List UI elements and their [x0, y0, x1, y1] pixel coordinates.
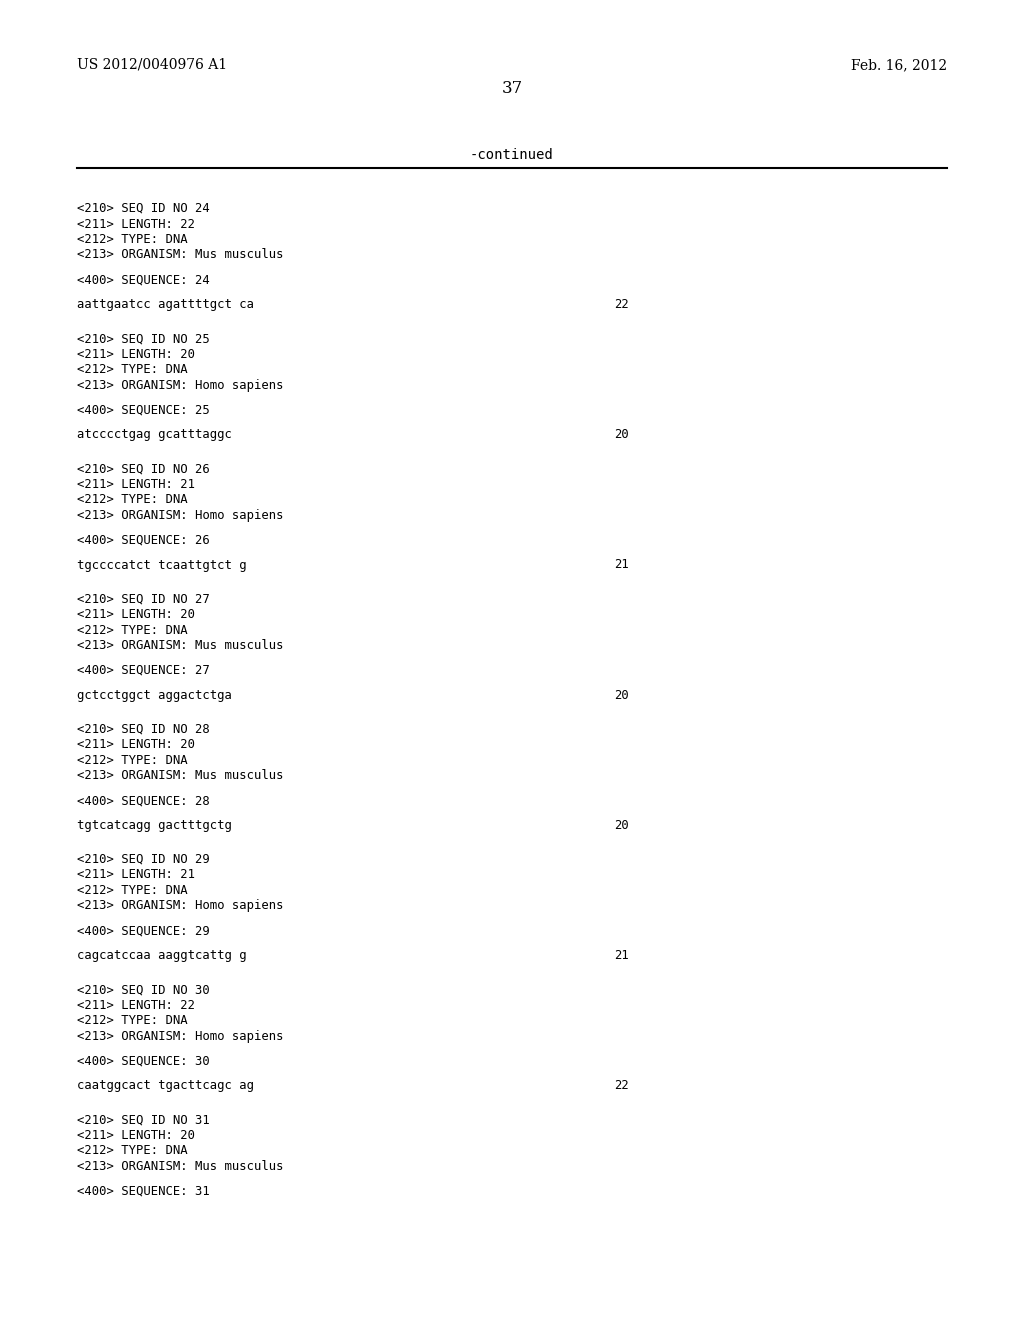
Text: <212> TYPE: DNA: <212> TYPE: DNA	[77, 884, 187, 898]
Text: <210> SEQ ID NO 28: <210> SEQ ID NO 28	[77, 723, 210, 735]
Text: <400> SEQUENCE: 29: <400> SEQUENCE: 29	[77, 924, 210, 937]
Text: <212> TYPE: DNA: <212> TYPE: DNA	[77, 623, 187, 636]
Text: <400> SEQUENCE: 27: <400> SEQUENCE: 27	[77, 664, 210, 677]
Text: 20: 20	[614, 818, 629, 832]
Text: <212> TYPE: DNA: <212> TYPE: DNA	[77, 494, 187, 507]
Text: <213> ORGANISM: Mus musculus: <213> ORGANISM: Mus musculus	[77, 639, 284, 652]
Text: 22: 22	[614, 298, 629, 312]
Text: <400> SEQUENCE: 30: <400> SEQUENCE: 30	[77, 1055, 210, 1068]
Text: 20: 20	[614, 689, 629, 702]
Text: <213> ORGANISM: Mus musculus: <213> ORGANISM: Mus musculus	[77, 770, 284, 783]
Text: <210> SEQ ID NO 26: <210> SEQ ID NO 26	[77, 462, 210, 475]
Text: <400> SEQUENCE: 28: <400> SEQUENCE: 28	[77, 795, 210, 807]
Text: <210> SEQ ID NO 24: <210> SEQ ID NO 24	[77, 202, 210, 215]
Text: aattgaatcc agattttgct ca: aattgaatcc agattttgct ca	[77, 298, 254, 312]
Text: <211> LENGTH: 21: <211> LENGTH: 21	[77, 478, 195, 491]
Text: <213> ORGANISM: Homo sapiens: <213> ORGANISM: Homo sapiens	[77, 899, 284, 912]
Text: <213> ORGANISM: Homo sapiens: <213> ORGANISM: Homo sapiens	[77, 510, 284, 521]
Text: <211> LENGTH: 21: <211> LENGTH: 21	[77, 869, 195, 882]
Text: <211> LENGTH: 22: <211> LENGTH: 22	[77, 218, 195, 231]
Text: <211> LENGTH: 20: <211> LENGTH: 20	[77, 609, 195, 622]
Text: <400> SEQUENCE: 24: <400> SEQUENCE: 24	[77, 273, 210, 286]
Text: US 2012/0040976 A1: US 2012/0040976 A1	[77, 58, 227, 73]
Text: <212> TYPE: DNA: <212> TYPE: DNA	[77, 1014, 187, 1027]
Text: <213> ORGANISM: Mus musculus: <213> ORGANISM: Mus musculus	[77, 1160, 284, 1173]
Text: <213> ORGANISM: Homo sapiens: <213> ORGANISM: Homo sapiens	[77, 379, 284, 392]
Text: <210> SEQ ID NO 30: <210> SEQ ID NO 30	[77, 983, 210, 997]
Text: <213> ORGANISM: Mus musculus: <213> ORGANISM: Mus musculus	[77, 248, 284, 261]
Text: <212> TYPE: DNA: <212> TYPE: DNA	[77, 363, 187, 376]
Text: atcccctgag gcatttaggc: atcccctgag gcatttaggc	[77, 428, 231, 441]
Text: 21: 21	[614, 949, 629, 962]
Text: <210> SEQ ID NO 29: <210> SEQ ID NO 29	[77, 853, 210, 866]
Text: 37: 37	[502, 81, 522, 96]
Text: gctcctggct aggactctga: gctcctggct aggactctga	[77, 689, 231, 702]
Text: -continued: -continued	[470, 148, 554, 162]
Text: <211> LENGTH: 20: <211> LENGTH: 20	[77, 347, 195, 360]
Text: <212> TYPE: DNA: <212> TYPE: DNA	[77, 754, 187, 767]
Text: <210> SEQ ID NO 27: <210> SEQ ID NO 27	[77, 593, 210, 606]
Text: cagcatccaa aaggtcattg g: cagcatccaa aaggtcattg g	[77, 949, 247, 962]
Text: <400> SEQUENCE: 26: <400> SEQUENCE: 26	[77, 533, 210, 546]
Text: 20: 20	[614, 428, 629, 441]
Text: <210> SEQ ID NO 31: <210> SEQ ID NO 31	[77, 1113, 210, 1126]
Text: <211> LENGTH: 20: <211> LENGTH: 20	[77, 738, 195, 751]
Text: 21: 21	[614, 558, 629, 572]
Text: <400> SEQUENCE: 25: <400> SEQUENCE: 25	[77, 404, 210, 417]
Text: <212> TYPE: DNA: <212> TYPE: DNA	[77, 1144, 187, 1158]
Text: <211> LENGTH: 22: <211> LENGTH: 22	[77, 999, 195, 1011]
Text: <210> SEQ ID NO 25: <210> SEQ ID NO 25	[77, 333, 210, 346]
Text: <212> TYPE: DNA: <212> TYPE: DNA	[77, 234, 187, 246]
Text: Feb. 16, 2012: Feb. 16, 2012	[851, 58, 947, 73]
Text: tgtcatcagg gactttgctg: tgtcatcagg gactttgctg	[77, 818, 231, 832]
Text: <213> ORGANISM: Homo sapiens: <213> ORGANISM: Homo sapiens	[77, 1030, 284, 1043]
Text: caatggcact tgacttcagc ag: caatggcact tgacttcagc ag	[77, 1080, 254, 1092]
Text: <211> LENGTH: 20: <211> LENGTH: 20	[77, 1129, 195, 1142]
Text: 22: 22	[614, 1080, 629, 1092]
Text: tgccccatct tcaattgtct g: tgccccatct tcaattgtct g	[77, 558, 247, 572]
Text: <400> SEQUENCE: 31: <400> SEQUENCE: 31	[77, 1184, 210, 1197]
